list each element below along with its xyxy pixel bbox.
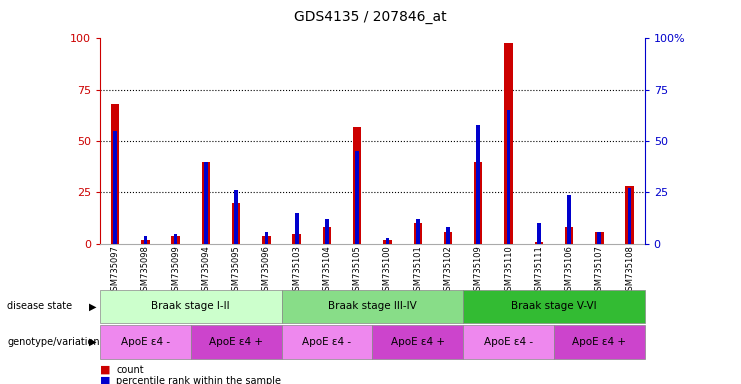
Text: ApoE ε4 +: ApoE ε4 + bbox=[391, 337, 445, 347]
Text: ■: ■ bbox=[100, 376, 110, 384]
Bar bbox=[204, 162, 207, 244]
Bar bbox=[323, 227, 331, 244]
Bar bbox=[356, 151, 359, 244]
Text: ApoE ε4 -: ApoE ε4 - bbox=[302, 337, 351, 347]
Bar bbox=[325, 219, 329, 244]
Bar bbox=[113, 131, 117, 244]
Bar bbox=[234, 190, 238, 244]
Text: ■: ■ bbox=[100, 365, 110, 375]
Bar bbox=[144, 236, 147, 244]
Text: ▶: ▶ bbox=[89, 301, 96, 311]
Bar bbox=[444, 232, 452, 244]
Bar bbox=[628, 189, 631, 244]
Text: GDS4135 / 207846_at: GDS4135 / 207846_at bbox=[294, 10, 447, 23]
Bar bbox=[565, 227, 574, 244]
Bar bbox=[595, 232, 603, 244]
Bar bbox=[597, 232, 601, 244]
Bar bbox=[142, 240, 150, 244]
Text: ApoE ε4 -: ApoE ε4 - bbox=[484, 337, 533, 347]
Bar bbox=[625, 186, 634, 244]
Bar bbox=[507, 110, 511, 244]
Bar bbox=[353, 127, 362, 244]
Bar bbox=[385, 238, 389, 244]
Bar bbox=[505, 43, 513, 244]
Bar bbox=[416, 219, 419, 244]
Text: Braak stage V-VI: Braak stage V-VI bbox=[511, 301, 597, 311]
Bar bbox=[295, 213, 299, 244]
Bar bbox=[202, 162, 210, 244]
Bar bbox=[534, 242, 543, 244]
Text: ▶: ▶ bbox=[89, 337, 96, 347]
Text: ApoE ε4 -: ApoE ε4 - bbox=[121, 337, 170, 347]
Bar bbox=[383, 240, 392, 244]
Bar bbox=[567, 195, 571, 244]
Text: Braak stage III-IV: Braak stage III-IV bbox=[328, 301, 416, 311]
Bar bbox=[232, 203, 240, 244]
Text: disease state: disease state bbox=[7, 301, 73, 311]
Text: Braak stage I-II: Braak stage I-II bbox=[151, 301, 230, 311]
Text: percentile rank within the sample: percentile rank within the sample bbox=[116, 376, 282, 384]
Text: count: count bbox=[116, 365, 144, 375]
Bar bbox=[262, 236, 270, 244]
Bar bbox=[265, 232, 268, 244]
Bar bbox=[446, 227, 450, 244]
Bar bbox=[476, 125, 480, 244]
Bar bbox=[174, 233, 178, 244]
Bar bbox=[413, 223, 422, 244]
Text: ApoE ε4 +: ApoE ε4 + bbox=[209, 337, 263, 347]
Bar bbox=[171, 236, 180, 244]
Bar bbox=[474, 162, 482, 244]
Bar bbox=[293, 233, 301, 244]
Text: genotype/variation: genotype/variation bbox=[7, 337, 100, 347]
Bar bbox=[111, 104, 119, 244]
Text: ApoE ε4 +: ApoE ε4 + bbox=[572, 337, 626, 347]
Bar bbox=[537, 223, 541, 244]
